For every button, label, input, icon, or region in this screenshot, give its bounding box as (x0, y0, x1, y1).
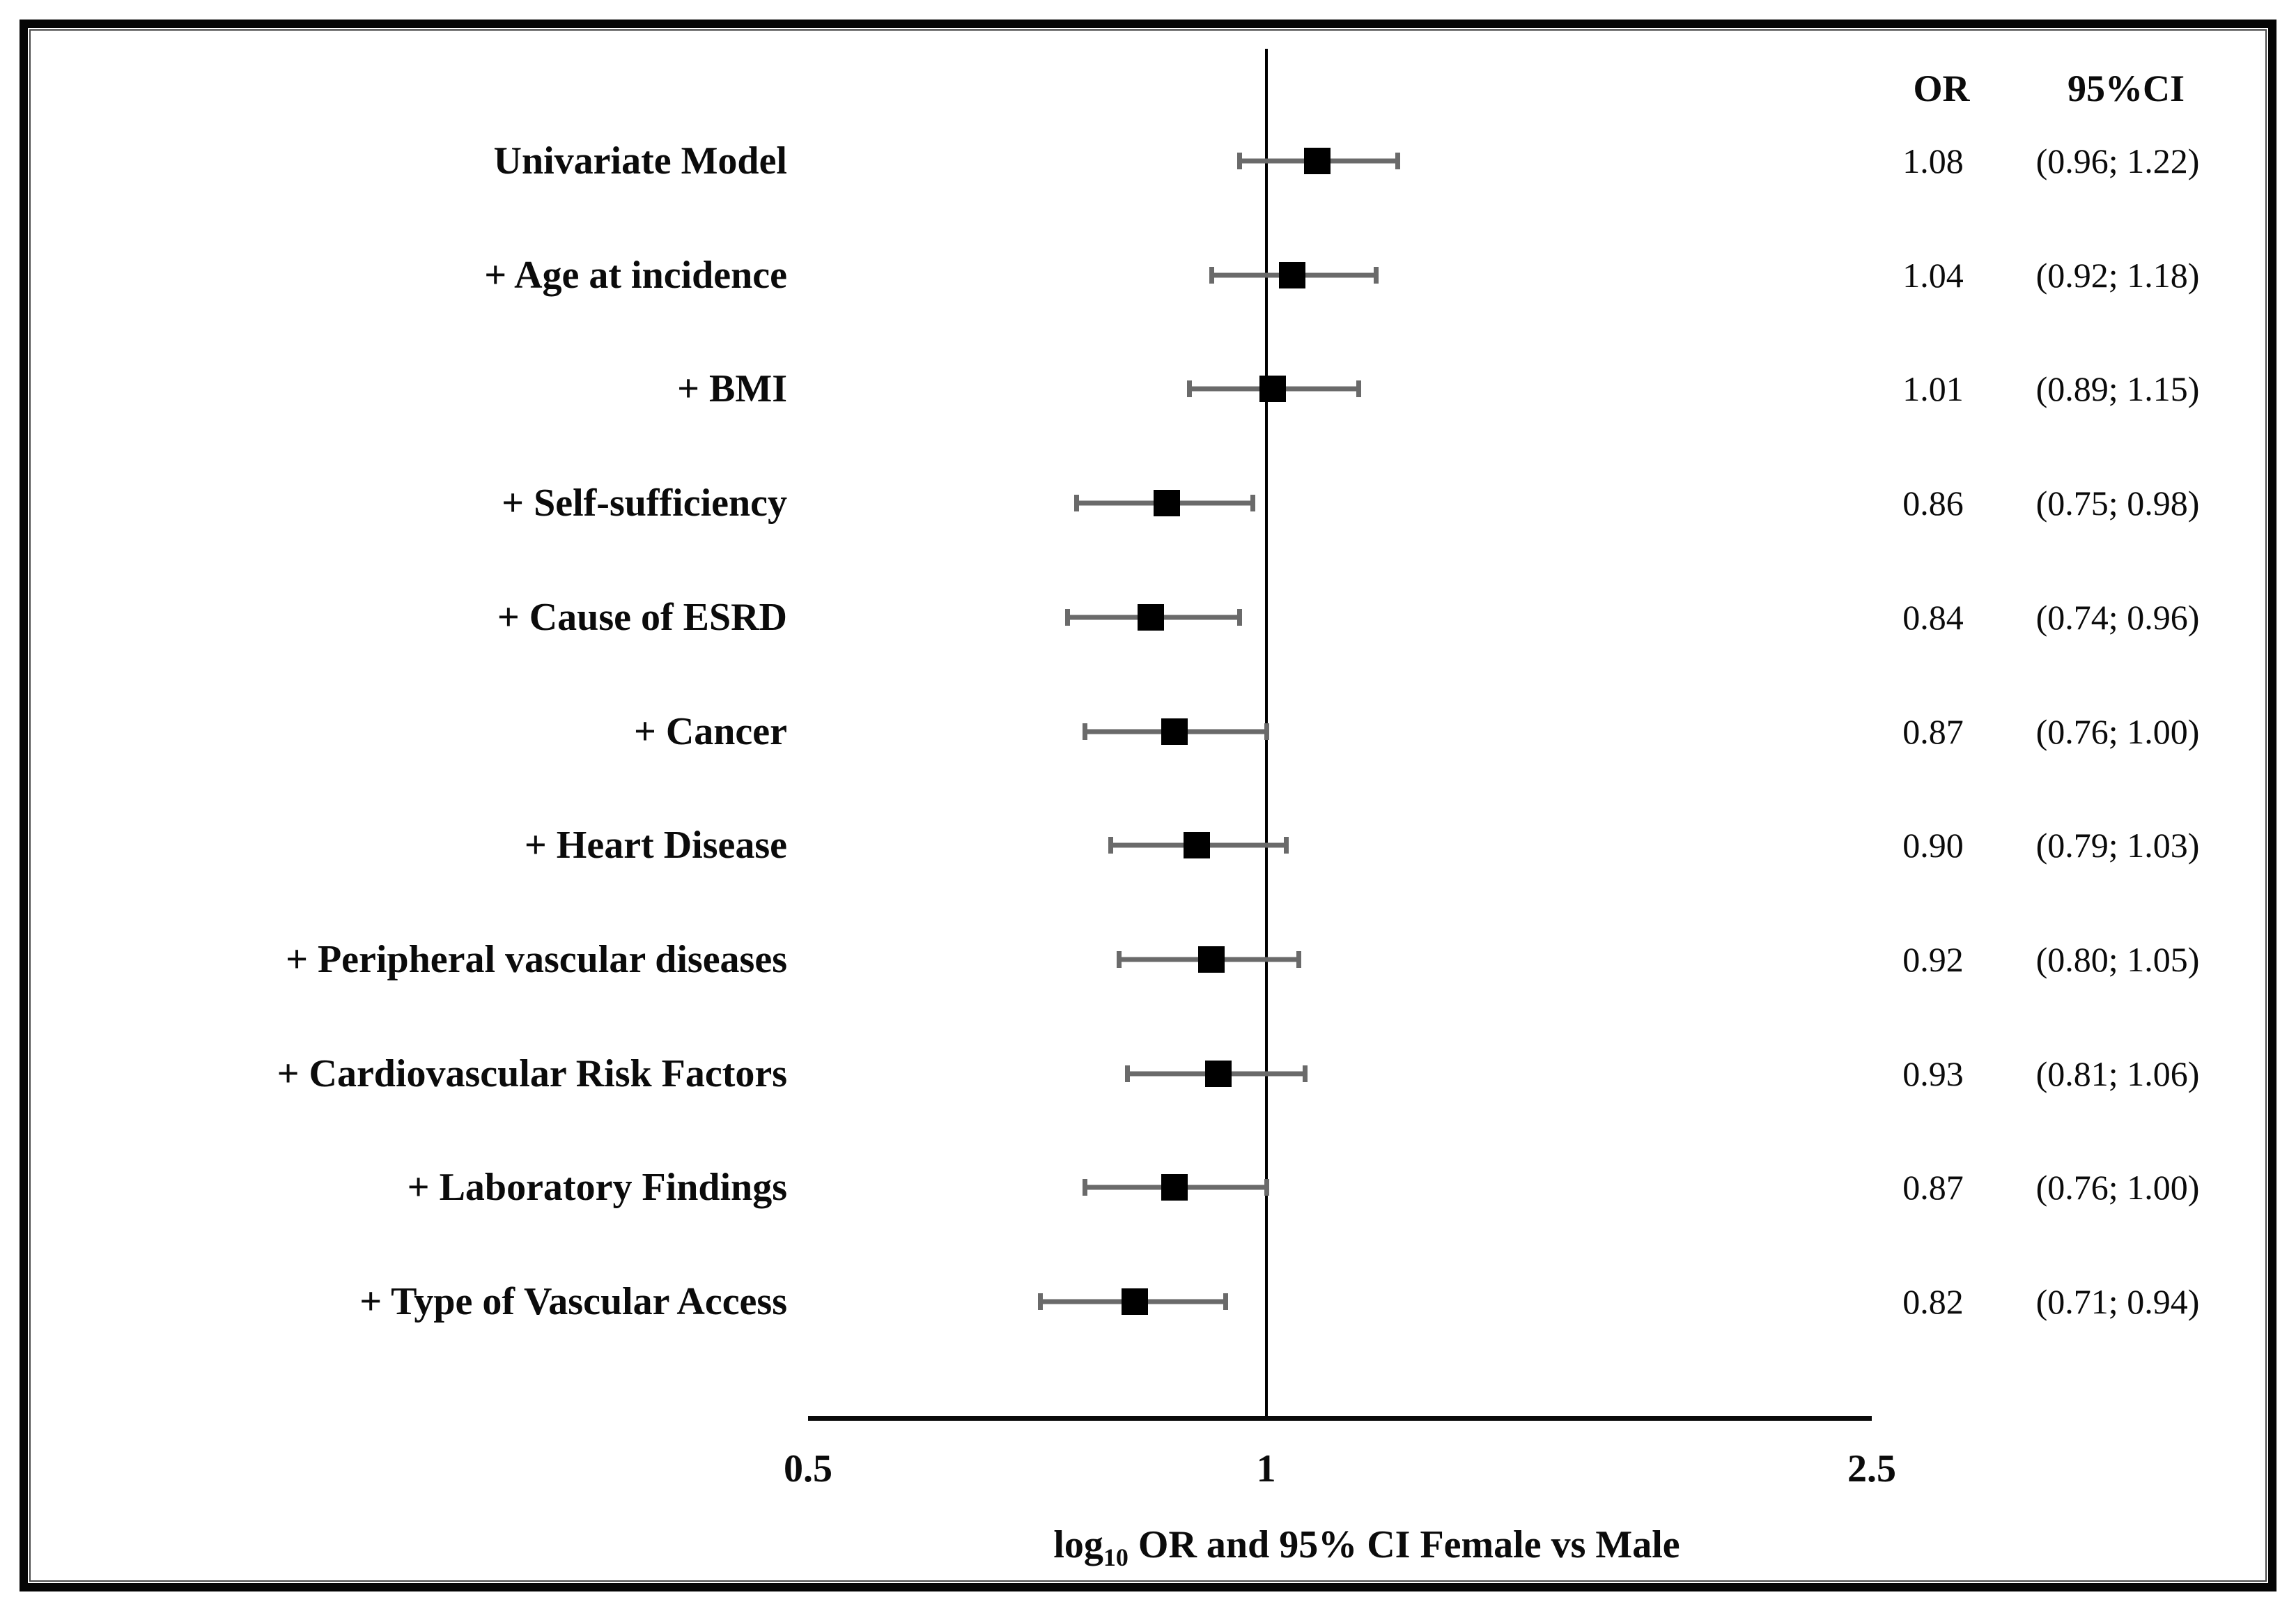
ci-value: (0.71; 0.94) (2035, 1282, 2200, 1321)
ci-cap-right (1264, 723, 1269, 740)
ci-value: (0.76; 1.00) (2035, 711, 2200, 751)
ci-cap-right (1223, 1293, 1228, 1310)
ci-cap-left (1187, 380, 1193, 398)
x-tick-label: 0.5 (784, 1447, 832, 1490)
ci-cap-left (1116, 950, 1122, 968)
ci-cap-right (1264, 1179, 1269, 1196)
or-value: 1.08 (1902, 141, 1964, 180)
or-value: 0.92 (1902, 939, 1964, 979)
or-marker (1303, 148, 1331, 174)
ci-value: (0.81; 1.06) (2035, 1054, 2200, 1093)
ci-cap-left (1124, 1065, 1130, 1082)
ci-cap-left (1064, 608, 1070, 626)
ci-cap-left (1209, 266, 1214, 284)
or-value: 0.82 (1902, 1282, 1964, 1321)
row-label: + Age at incidence (484, 253, 787, 297)
ci-value: (0.79; 1.03) (2035, 826, 2200, 865)
ci-value: (0.92; 1.18) (2035, 255, 2200, 295)
ci-cap-right (1283, 837, 1289, 854)
ci-value: (0.75; 0.98) (2035, 484, 2200, 523)
row-label: + Laboratory Findings (407, 1166, 787, 1210)
ci-cap-right (1373, 266, 1379, 284)
row-label: + Type of Vascular Access (359, 1280, 787, 1323)
or-column-header: OR (1913, 68, 1970, 109)
or-value: 1.04 (1902, 255, 1964, 295)
or-marker (1122, 1288, 1149, 1315)
row-label: + Cancer (633, 709, 787, 753)
ci-cap-left (1073, 495, 1079, 512)
ci-value: (0.76; 1.00) (2035, 1168, 2200, 1208)
x-tick-label: 2.5 (1847, 1447, 1896, 1490)
ci-column-header: 95%CI (2067, 68, 2185, 109)
ci-cap-left (1037, 1293, 1043, 1310)
row-label: + Self-sufficiency (502, 481, 787, 525)
or-marker (1138, 603, 1165, 631)
x-tick-label: 1 (1256, 1447, 1276, 1490)
ci-cap-right (1302, 1065, 1308, 1082)
ci-cap-left (1083, 723, 1088, 740)
or-value: 0.84 (1902, 597, 1964, 637)
or-marker (1153, 490, 1180, 517)
ci-cap-left (1083, 1179, 1088, 1196)
ci-cap-right (1236, 608, 1242, 626)
x-axis-title-subscript: 10 (1103, 1543, 1128, 1572)
or-marker (1197, 946, 1225, 973)
ci-cap-right (1395, 153, 1401, 169)
ci-value: (0.74; 0.96) (2035, 597, 2200, 637)
ci-cap-left (1236, 153, 1242, 169)
or-value: 0.86 (1902, 484, 1964, 523)
ci-cap-right (1250, 495, 1256, 512)
figure-border: OR 95%CI Univariate Model 1.08 (0.96; 1.22… (20, 20, 2276, 1591)
or-value: 1.01 (1902, 369, 1964, 409)
x-axis-title: log10 OR and 95% CI Female vs Male (1053, 1523, 1680, 1570)
or-value: 0.93 (1902, 1054, 1964, 1093)
or-marker (1161, 718, 1188, 745)
row-label: + Peripheral vascular diseases (286, 937, 787, 981)
ci-cap-right (1356, 380, 1362, 398)
or-marker (1259, 376, 1287, 403)
ci-value: (0.80; 1.05) (2035, 939, 2200, 979)
ci-value: (0.96; 1.22) (2035, 141, 2200, 180)
ci-cap-right (1296, 950, 1301, 968)
row-label: + Cause of ESRD (497, 595, 787, 639)
row-label: + Heart Disease (524, 824, 787, 868)
or-marker (1204, 1060, 1232, 1087)
or-marker (1278, 261, 1305, 288)
ci-cap-left (1108, 837, 1113, 854)
x-axis-title-prefix: log (1053, 1523, 1103, 1566)
row-label: + Cardiovascular Risk Factors (277, 1051, 787, 1095)
row-label: + BMI (677, 367, 787, 411)
or-marker (1183, 832, 1210, 859)
x-axis-title-suffix: OR and 95% CI Female vs Male (1128, 1523, 1680, 1566)
ci-value: (0.89; 1.15) (2035, 369, 2200, 409)
x-axis-line (808, 1416, 1872, 1421)
or-value: 0.87 (1902, 1168, 1964, 1208)
or-marker (1161, 1174, 1188, 1201)
or-value: 0.87 (1902, 711, 1964, 751)
row-label: Univariate Model (493, 139, 787, 183)
or-value: 0.90 (1902, 826, 1964, 865)
